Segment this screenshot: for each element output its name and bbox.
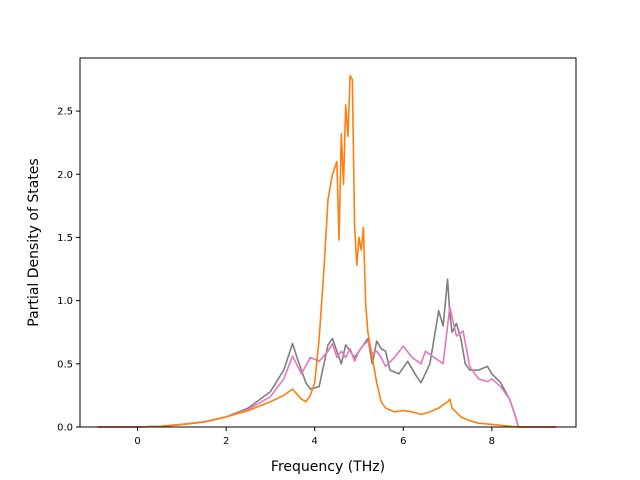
y-axis-label: Partial Density of States [26,158,42,326]
y-tick-label: 1.0 [57,296,73,307]
x-axis: 0 2 4 6 8 [134,427,495,447]
x-tick-label: 6 [400,436,406,447]
y-tick-label: 1.5 [57,233,73,244]
y-tick-label: 0.0 [57,423,73,434]
y-tick-label: 0.5 [57,359,73,370]
series-lines [97,74,557,428]
x-axis-label: Frequency (THz) [271,459,385,475]
y-axis: 0.0 0.5 1.0 1.5 2.0 2.5 [57,107,80,434]
y-tick-label: 2.0 [57,170,73,181]
x-tick-label: 2 [223,436,229,447]
plot-frame [79,57,577,428]
x-tick-label: 0 [134,436,140,447]
y-tick-label: 2.5 [57,107,73,118]
x-tick-label: 8 [489,436,495,447]
series-line-3 [97,74,557,428]
x-tick-label: 4 [312,436,318,447]
